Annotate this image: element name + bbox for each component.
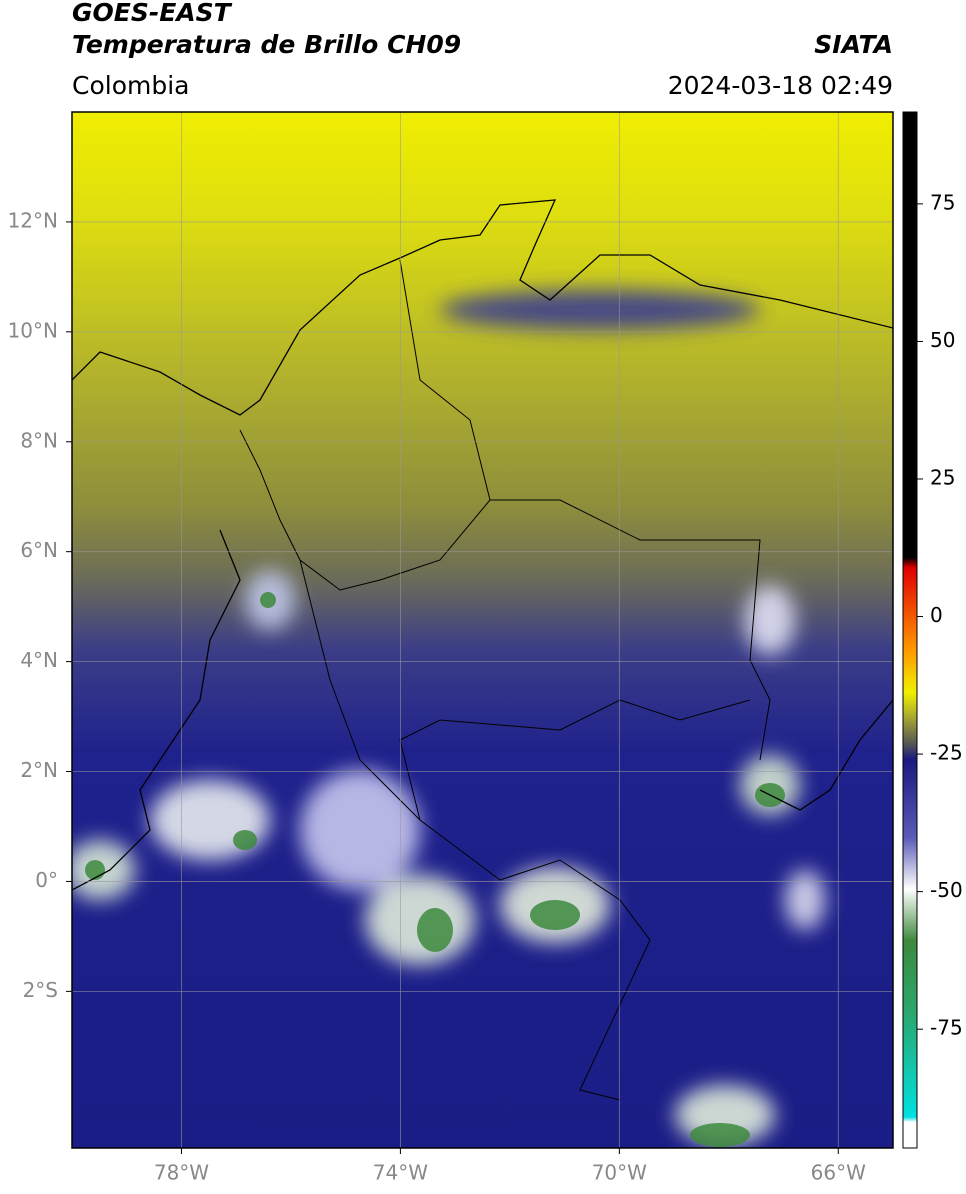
colorbar-tick-label: 50 (930, 328, 955, 352)
datetime: 2024-03-18 02:49 (668, 71, 893, 100)
lat-tick-label: 8°N (20, 428, 58, 452)
satellite-image (72, 112, 893, 1148)
source: GOES-EAST (72, 0, 233, 27)
lat-tick-label: 10°N (8, 318, 58, 342)
lat-tick-label: 0° (35, 868, 58, 892)
map-frame (71, 111, 894, 1149)
colorbar-tick-label: 0 (930, 603, 943, 627)
title: Temperatura de Brillo CH09 (72, 30, 461, 59)
region: Colombia (72, 71, 189, 100)
lon-tick-label: 74°W (373, 1161, 428, 1185)
lon-tick-label: 70°W (592, 1161, 647, 1185)
colorbar (902, 111, 918, 1149)
lat-tick-label: 2°S (23, 978, 58, 1002)
colorbar-tick-label: 25 (930, 465, 955, 489)
lon-tick-label: 78°W (154, 1161, 209, 1185)
colorbar-tick-label: -25 (930, 741, 963, 765)
colorbar-tick-label: 75 (930, 190, 955, 214)
lat-tick-label: 2°N (20, 758, 58, 782)
lat-tick-label: 12°N (8, 208, 58, 232)
colorbar-tick-label: -75 (930, 1016, 963, 1040)
lon-tick-label: 66°W (811, 1161, 866, 1185)
lat-tick-label: 6°N (20, 538, 58, 562)
colorbar-tick-label: -50 (930, 878, 963, 902)
lat-tick-label: 4°N (20, 648, 58, 672)
agency: SIATA (814, 30, 893, 59)
